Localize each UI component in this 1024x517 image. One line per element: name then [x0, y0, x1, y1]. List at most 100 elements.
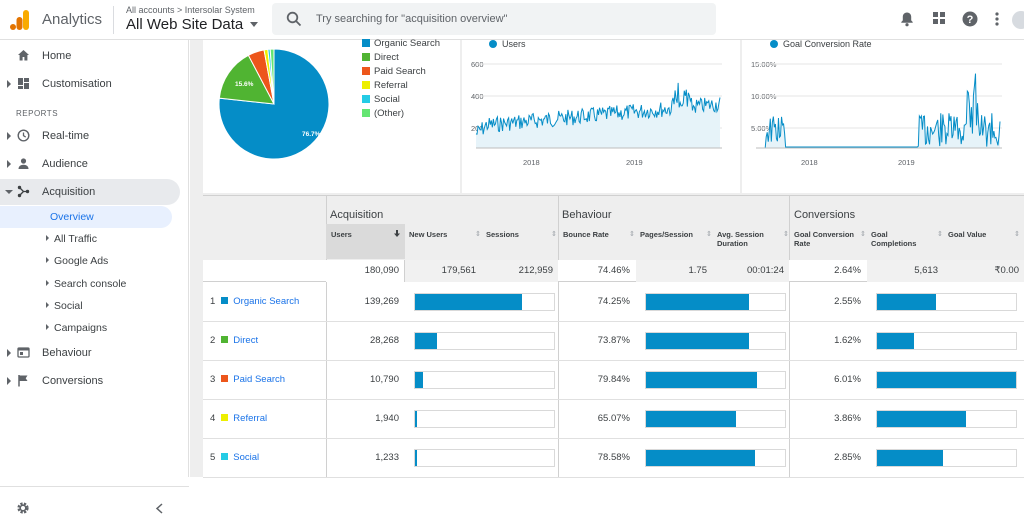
sidebar-item-customisation[interactable]: Customisation [0, 71, 180, 97]
analytics-logo-icon[interactable] [10, 9, 30, 31]
sidebar-subitem-search-console[interactable]: Search console [0, 273, 172, 295]
total-sessions: 212,959 [518, 265, 553, 276]
sidebar-item-conversions[interactable]: Conversions [0, 368, 180, 394]
col-header-new-users[interactable]: New Users [409, 230, 448, 239]
goal-conversion-rate-bar [877, 333, 914, 349]
series-line [756, 73, 1001, 149]
col-header-users[interactable]: Users [331, 230, 352, 239]
clock-icon [17, 129, 30, 142]
row-number: 5 [210, 452, 216, 463]
settings-gear-icon[interactable] [16, 501, 30, 515]
expand-caret-icon [46, 235, 49, 241]
sort-icon[interactable]: ⇕ [551, 231, 557, 238]
group-header-behaviour: Behaviour [562, 209, 612, 221]
totals-cell-bg [636, 260, 789, 282]
collapse-caret-icon [5, 190, 13, 194]
sort-icon[interactable]: ⇕ [1014, 231, 1020, 238]
col-header-sessions[interactable]: Sessions [486, 230, 519, 239]
channel-link[interactable]: Direct [233, 335, 259, 346]
sidebar-item-behaviour[interactable]: Behaviour [0, 340, 180, 366]
sort-icon[interactable]: ⇕ [937, 231, 943, 238]
legend-swatch [362, 109, 370, 117]
channel-link[interactable]: Social [233, 452, 260, 463]
sidebar-item-acquisition[interactable]: Acquisition [0, 179, 180, 205]
channel-color-swatch [221, 375, 229, 382]
users-bar [415, 372, 423, 388]
reports-section-header: REPORTS [16, 109, 59, 118]
search-input[interactable] [316, 10, 696, 28]
row-label: 5 Social [210, 452, 259, 463]
pie-slice-direct[interactable] [218, 54, 275, 105]
channel-color-swatch [221, 453, 229, 460]
view-selector[interactable]: All Web Site Data [126, 16, 244, 33]
channel-link[interactable]: Organic Search [233, 296, 300, 307]
sort-icon[interactable]: ⇕ [860, 231, 866, 238]
total-bounce-rate: 74.46% [597, 265, 630, 276]
legend-label: Social [374, 94, 400, 105]
legend-item-social: Social [362, 94, 400, 105]
bell-icon[interactable] [899, 11, 915, 27]
sidebar-subitem-campaigns[interactable]: Campaigns [0, 317, 172, 339]
search-box[interactable] [272, 3, 716, 35]
legend-item-direct: Direct [362, 52, 399, 63]
sidebar-item-realtime[interactable]: Real-time [0, 123, 180, 149]
col-header-goal-value[interactable]: Goal Value [948, 230, 987, 239]
more-vert-icon[interactable] [994, 11, 1000, 27]
sidebar-item-audience[interactable]: Audience [0, 151, 180, 177]
expand-caret-icon [7, 160, 11, 168]
x-tick: 2018 [801, 158, 818, 167]
series-line [475, 82, 721, 135]
sort-icon[interactable]: ⇕ [706, 231, 712, 238]
channel-link[interactable]: Paid Search [233, 374, 286, 385]
apps-grid-icon[interactable] [932, 11, 946, 25]
users-series-legend: Users [489, 39, 526, 49]
legend-dot [770, 40, 778, 48]
top-bar: Analytics All accounts > Intersolar Syst… [0, 0, 1024, 40]
col-header-avg-session-duration[interactable]: Avg. Session Duration [717, 230, 764, 248]
col-header-pages-session[interactable]: Pages/Session [640, 230, 693, 239]
account-avatar[interactable] [1012, 11, 1024, 29]
sort-icon[interactable]: ⇕ [629, 231, 635, 238]
users-bar [415, 294, 522, 310]
goal-conversion-rate-bar-track [876, 410, 1017, 428]
legend-item-other: (Other) [362, 108, 404, 119]
help-icon[interactable]: ? [962, 11, 978, 27]
sidebar-subitem-overview[interactable]: Overview [0, 206, 172, 228]
sidebar-subitem-social[interactable]: Social [0, 295, 172, 317]
sidebar-item-label: Behaviour [42, 347, 92, 359]
pie-slice-other[interactable] [269, 48, 275, 105]
channel-color-swatch [221, 297, 229, 304]
col-header-goal-conversion-rate[interactable]: Goal Conversion Rate [794, 230, 855, 248]
pie-slice-label: 15.6% [235, 81, 254, 88]
sidebar-subitem-all-traffic[interactable]: All Traffic [0, 228, 172, 250]
sorted-column-bg [326, 224, 405, 259]
table-row: 3 Paid Search 10,790 79.84% 6.01% [203, 361, 1024, 400]
goal-conversion-rate-bar-track [876, 449, 1017, 467]
sort-icon[interactable]: ⇕ [783, 231, 789, 238]
legend-label: Organic Search [374, 38, 441, 49]
legend-swatch [362, 81, 370, 89]
x-tick: 2019 [898, 158, 915, 167]
legend-label: Users [502, 39, 526, 49]
sidebar-item-home[interactable]: Home [0, 43, 180, 69]
row-label: 1 Organic Search [210, 296, 299, 307]
channel-link[interactable]: Referral [233, 413, 268, 424]
sidebar-subitem-google-ads[interactable]: Google Ads [0, 250, 172, 272]
sidebar-subitem-label: Campaigns [54, 322, 108, 334]
users-bar [415, 333, 437, 349]
main-content: 76.7% 15.6% Organic Search Direct Paid Se… [190, 38, 1024, 478]
table-row: 4 Referral 1,940 65.07% 3.86% [203, 400, 1024, 439]
sort-desc-icon[interactable] [394, 230, 400, 237]
goal-conversion-rate-bar [877, 450, 943, 466]
account-breadcrumb[interactable]: All accounts > Intersolar System [126, 5, 255, 15]
total-goal-value: ₹0.00 [994, 265, 1019, 276]
totals-cell-bg [867, 260, 1024, 282]
gcr-series-legend: Goal Conversion Rate [770, 39, 872, 49]
sort-icon[interactable]: ⇕ [475, 231, 481, 238]
row-number: 3 [210, 374, 216, 385]
collapse-chevron-icon[interactable] [155, 503, 164, 514]
view-dropdown-caret-icon[interactable] [250, 22, 258, 27]
bounce-rate-value: 65.07% [597, 413, 630, 424]
col-header-goal-completions[interactable]: Goal Completions [871, 230, 917, 248]
col-header-bounce-rate[interactable]: Bounce Rate [563, 230, 609, 239]
